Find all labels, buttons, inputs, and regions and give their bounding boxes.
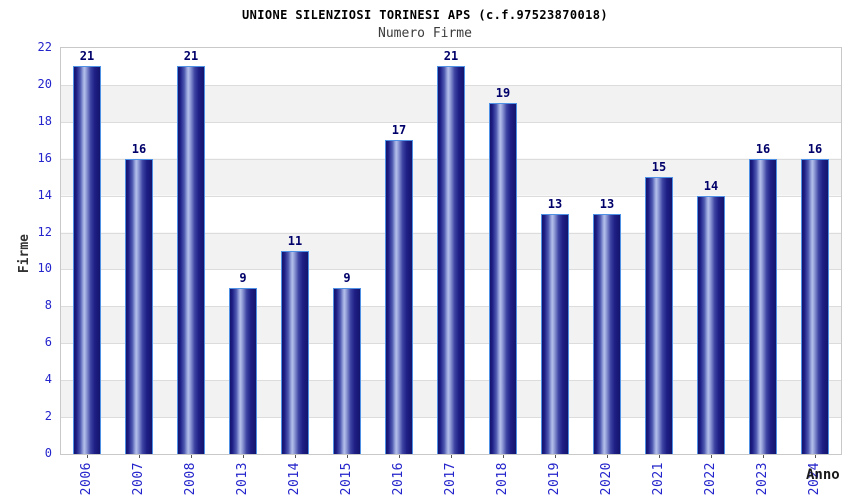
- bar-2006: [73, 66, 101, 454]
- bar-2024: [801, 158, 829, 454]
- x-tick-mark: [607, 455, 608, 458]
- bar-2016: [385, 140, 413, 454]
- bar-value-label: 21: [79, 49, 95, 64]
- x-tick-label: 2014: [287, 462, 302, 496]
- bar-value-label: 9: [343, 270, 351, 285]
- bar-2013: [229, 287, 257, 454]
- x-tick-mark: [243, 455, 244, 458]
- x-tick-label: 2006: [79, 462, 94, 496]
- bar-value-label: 9: [239, 270, 247, 285]
- x-tick-label: 2017: [443, 462, 458, 496]
- x-tick-label: 2015: [339, 462, 354, 496]
- bar-value-label: 16: [131, 141, 147, 156]
- bar-2007: [125, 158, 153, 454]
- plot-area: 21 16 21 9 11 9 17 21 19 13 13 15 14 16 16: [60, 47, 842, 455]
- bar-2021: [645, 177, 673, 454]
- y-tick-label: 18: [37, 113, 52, 128]
- x-tick-label: 2007: [131, 462, 146, 496]
- bar-value-label: 19: [495, 86, 511, 101]
- bar-2018: [489, 103, 517, 454]
- bar-2022: [697, 195, 725, 454]
- bar-2015: [333, 287, 361, 454]
- bar-value-label: 11: [287, 234, 303, 248]
- y-tick-label: 10: [37, 261, 52, 276]
- bar-value-label: 15: [651, 160, 667, 175]
- bar-2020: [593, 214, 621, 454]
- bar-2019: [541, 214, 569, 454]
- x-tick-label: 2016: [391, 462, 406, 496]
- bar-value-label: 14: [703, 178, 719, 193]
- chart-title: UNIONE SILENZIOSI TORINESI APS (c.f.9752…: [242, 8, 608, 22]
- y-tick-label: 16: [37, 150, 52, 165]
- y-tick-label: 12: [37, 224, 52, 239]
- y-tick-label: 2: [44, 409, 52, 424]
- chart-subtitle: Numero Firme: [378, 26, 472, 41]
- bar-value-label: 16: [807, 141, 823, 156]
- bar-2017: [437, 66, 465, 454]
- x-tick-label: 2021: [651, 462, 666, 496]
- y-tick-label: 6: [44, 335, 52, 350]
- x-tick-mark: [347, 455, 348, 458]
- y-tick-label: 0: [44, 446, 52, 460]
- x-tick-label: 2008: [183, 462, 198, 496]
- bar-value-label: 13: [547, 197, 563, 212]
- x-tick-mark: [503, 455, 504, 458]
- x-tick-mark: [295, 455, 296, 458]
- x-tick-mark: [399, 455, 400, 458]
- bar-2023: [749, 158, 777, 454]
- bar-2008: [177, 66, 205, 454]
- x-tick-label: 2023: [755, 462, 770, 496]
- y-tick-label: 22: [37, 40, 52, 54]
- y-tick-label: 20: [37, 76, 52, 91]
- y-tick-label: 8: [44, 298, 52, 313]
- y-tick-label: 4: [44, 372, 52, 387]
- bar-value-label: 13: [599, 197, 615, 212]
- x-tick-label: 2018: [495, 462, 510, 496]
- bar-value-label: 21: [183, 49, 199, 64]
- x-tick-label: 2022: [703, 462, 718, 496]
- bar-value-label: 21: [443, 49, 459, 64]
- bar-value-label: 17: [391, 123, 407, 138]
- x-tick-mark: [191, 455, 192, 458]
- x-tick-label: 2019: [547, 462, 562, 496]
- x-tick-mark: [139, 455, 140, 458]
- x-axis-title: Anno: [806, 467, 840, 483]
- x-tick-mark: [659, 455, 660, 458]
- x-tick-mark: [451, 455, 452, 458]
- bar-value-label: 16: [755, 141, 771, 156]
- x-tick-mark: [555, 455, 556, 458]
- x-tick-mark: [815, 455, 816, 458]
- x-tick-mark: [763, 455, 764, 458]
- y-tick-label: 14: [37, 187, 52, 202]
- bar-2014: [281, 251, 309, 454]
- x-tick-label: 2013: [235, 462, 250, 496]
- x-tick-mark: [711, 455, 712, 458]
- x-tick-label: 2020: [599, 462, 614, 496]
- x-tick-mark: [87, 455, 88, 458]
